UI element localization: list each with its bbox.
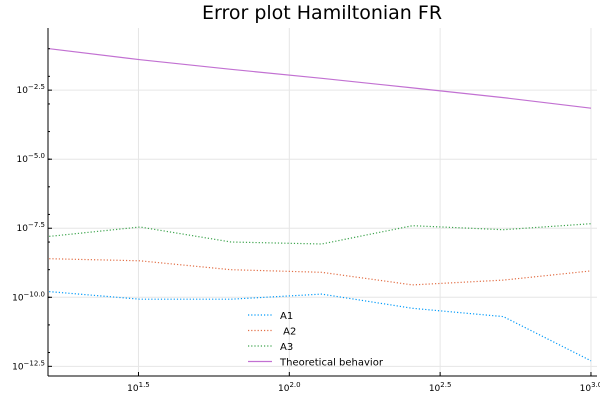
x-tick-label: 102.5 [429,381,452,394]
y-tick-label: 10−5.0 [17,152,45,165]
y-tick-label: 10−10.0 [12,290,45,303]
chart-title: Error plot Hamiltonian FR [202,2,442,24]
y-tick-label: 10−2.5 [17,83,45,96]
series-line-4 [49,48,592,109]
legend-label: A3 [280,342,293,353]
series-line-2 [49,258,592,286]
x-tick-label: 103.0 [580,381,600,394]
series-line-1 [49,291,592,362]
y-tick-label: 10−12.5 [12,359,45,372]
tick-labels: 101.5 102.0 102.5 103.0 10−2.5 10−5.0 10−7.5 10… [12,48,600,394]
x-tick-label: 101.5 [127,381,150,394]
legend-label: A2 [280,327,296,338]
series-line-3 [49,223,592,245]
x-tick-label: 102.0 [278,381,301,394]
legend-label: A1 [280,311,293,322]
legend-label: Theoretical behavior [279,358,384,369]
legend: A1 A2 A3 Theoretical behavior [248,311,384,369]
axes [47,28,597,377]
y-tick-label: 10−7.5 [17,221,45,234]
series-lines [49,48,592,362]
grid [48,28,597,376]
